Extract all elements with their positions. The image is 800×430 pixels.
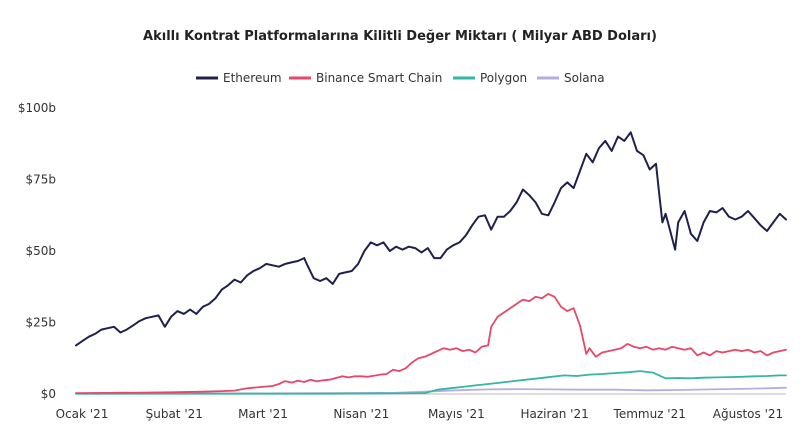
legend-label: Polygon [480,71,527,85]
y-axis: $0 $25b $50b $75b $100b [18,101,56,401]
series-line-ethereum [75,131,787,347]
x-tick-label: Ağustos '21 [713,407,783,421]
series-layer [75,131,787,395]
series-line-solana [75,386,787,395]
x-tick-label: Mayıs '21 [428,407,485,421]
x-tick-label: Ocak '21 [56,407,109,421]
series-line-polygon [75,370,787,395]
legend-label: Binance Smart Chain [316,71,442,85]
x-tick-label: Haziran '21 [520,407,588,421]
y-tick-label: $25b [25,316,56,330]
x-tick-label: Nisan '21 [333,407,389,421]
y-tick-label: $0 [41,387,56,401]
y-tick-label: $50b [25,244,56,258]
legend: Ethereum Binance Smart Chain Polygon Solana [196,71,605,85]
x-tick-label: Temmuz '21 [613,407,686,421]
y-tick-label: $100b [18,101,56,115]
x-tick-label: Şubat '21 [146,407,203,421]
legend-label: Ethereum [223,71,282,85]
chart-title: Akıllı Kontrat Platformalarına Kilitli D… [143,29,657,44]
x-axis: Ocak '21 Şubat '21 Mart '21 Nisan '21 Mayıs … [56,393,786,421]
legend-label: Solana [564,71,605,85]
series-line-binance-smart-chain [75,293,787,394]
x-tick-label: Mart '21 [238,407,288,421]
y-tick-label: $75b [25,173,56,187]
